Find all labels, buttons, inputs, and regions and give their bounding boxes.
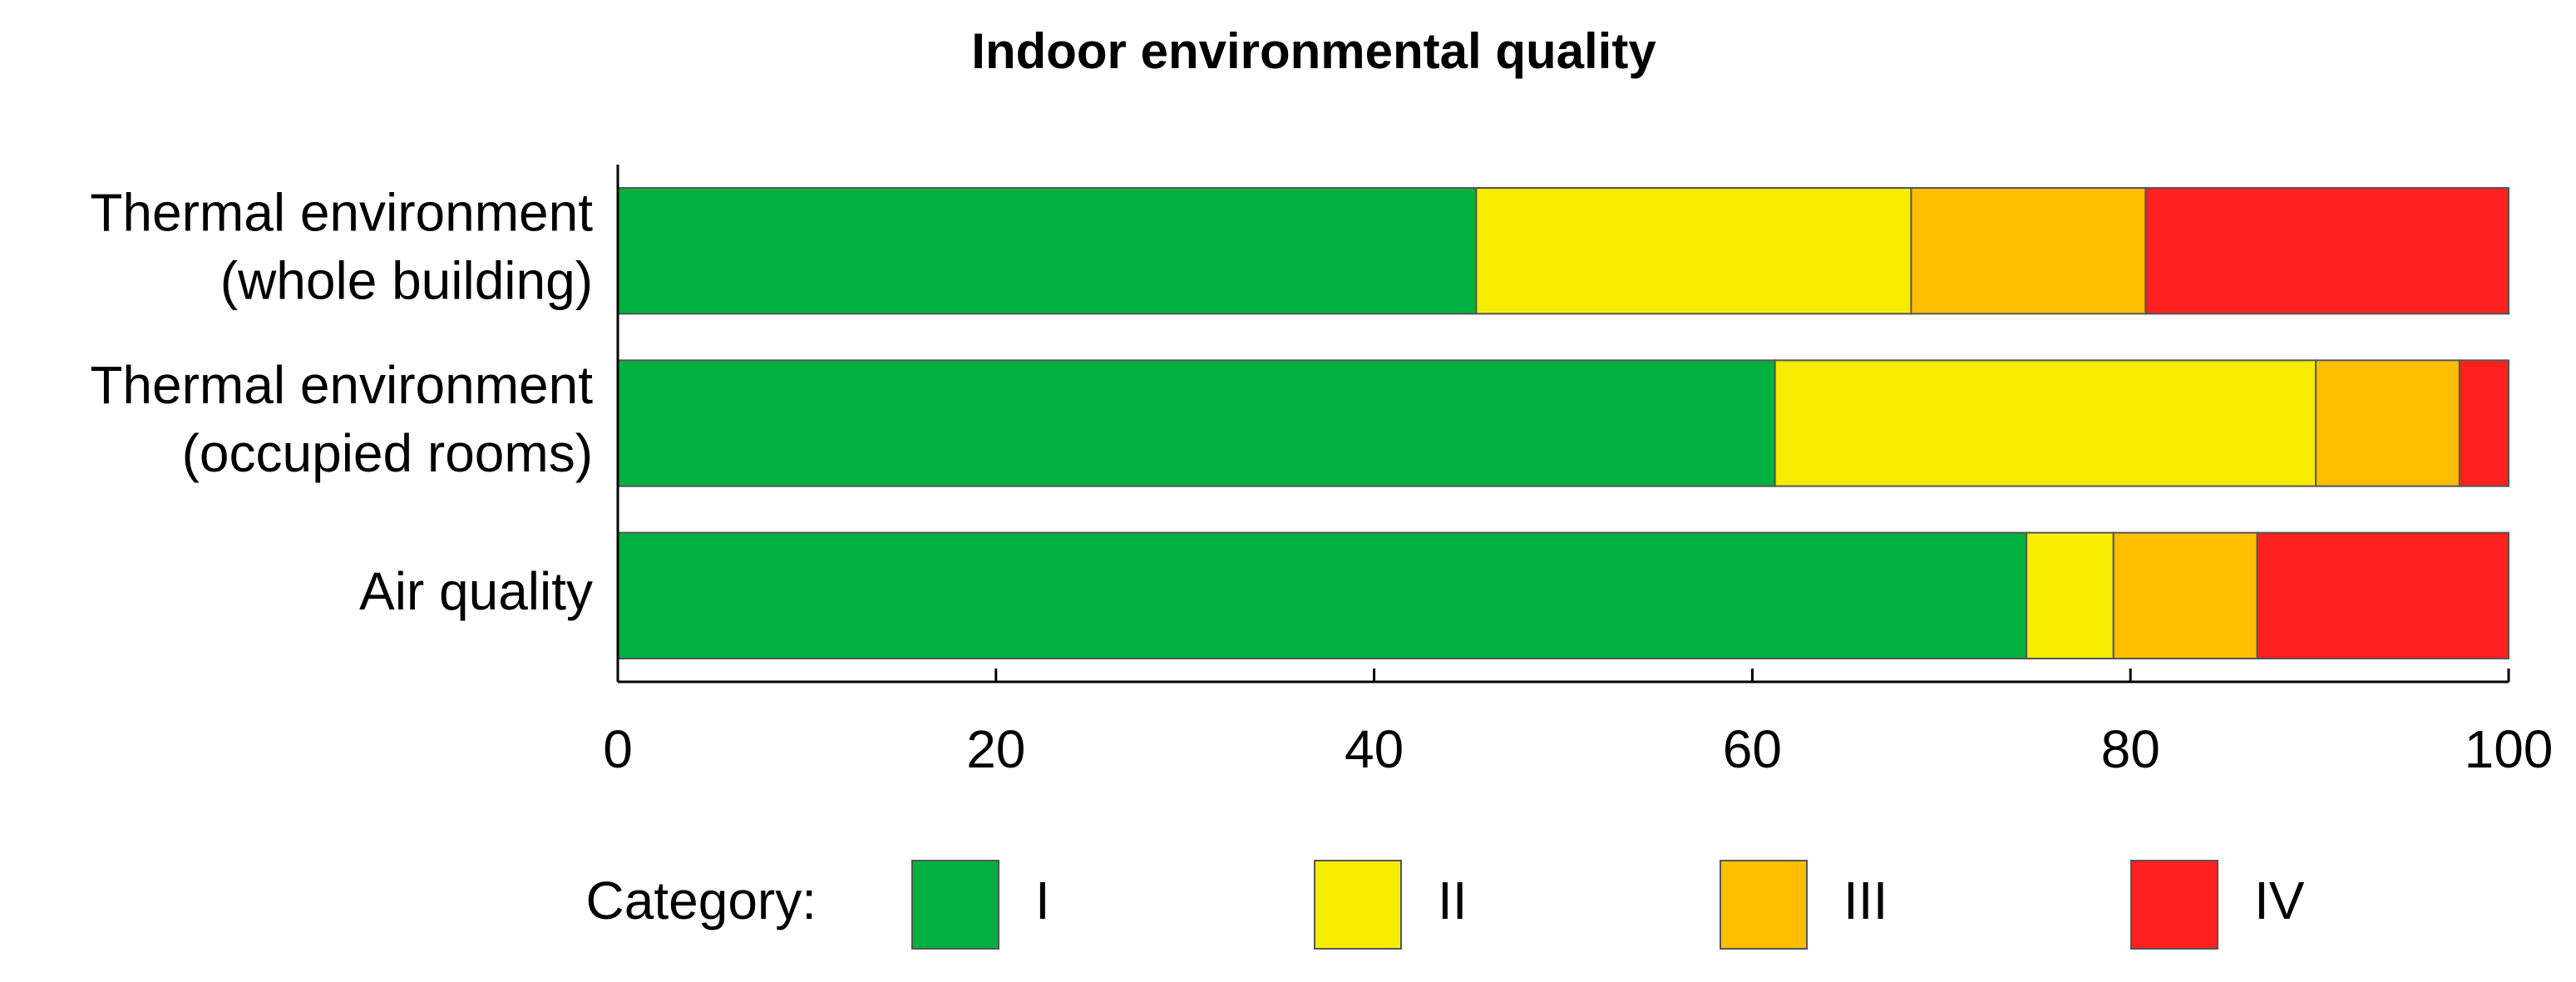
x-tick-label: 0 (603, 719, 633, 779)
legend-swatch (2130, 860, 2218, 950)
x-tick-label: 40 (1345, 719, 1404, 779)
y-tick-label: Air quality (359, 561, 593, 621)
legend-swatch (911, 860, 999, 950)
bar-segment (2026, 531, 2115, 660)
y-tick-label: (whole building) (220, 251, 593, 311)
legend-label: I (1035, 871, 1050, 930)
bar-segment (1475, 186, 1912, 315)
bar-segment (2458, 359, 2509, 487)
x-tick-label: 20 (966, 719, 1025, 779)
chart-title: Indoor environmental quality (971, 23, 1656, 79)
y-tick-label: Thermal environment (90, 183, 593, 243)
legend-swatch (1720, 860, 1808, 950)
bar-segment (2315, 359, 2460, 487)
legend-title: Category: (586, 871, 817, 930)
bar-segment (617, 359, 1776, 487)
bar-segment (2112, 531, 2258, 660)
legend-label: IV (2254, 871, 2305, 930)
bar-segment (1910, 186, 2147, 315)
x-tick-label: 80 (2101, 719, 2160, 779)
legend-swatch (1314, 860, 1402, 950)
bar-segment (617, 186, 1478, 315)
legend-label: III (1843, 871, 1888, 930)
bar-segment (1774, 359, 2317, 487)
bar-segment (2144, 186, 2510, 315)
bar-segment (617, 531, 2028, 660)
legend-label: II (1438, 871, 1468, 930)
x-tick-label: 60 (1723, 719, 1782, 779)
x-tick-label: 100 (2465, 719, 2554, 779)
y-tick-label: (occupied rooms) (182, 423, 593, 483)
bar-segment (2256, 531, 2510, 660)
y-tick-label: Thermal environment (90, 355, 593, 415)
